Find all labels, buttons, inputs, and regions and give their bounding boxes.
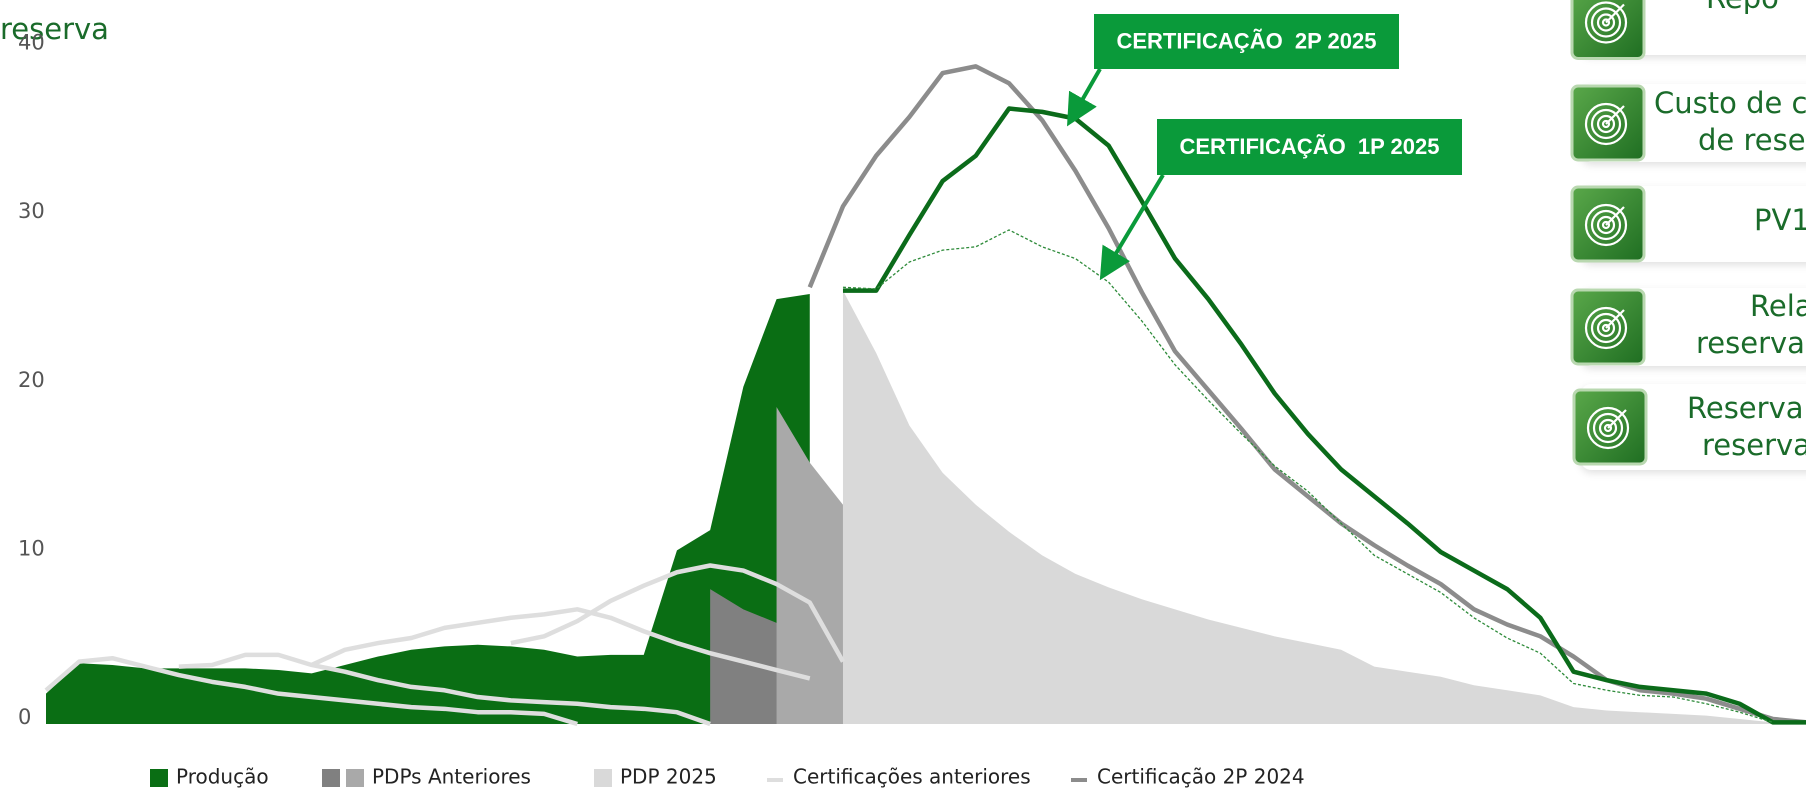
plot: 0 10 20 30 40 CERTIFICAÇÃO 2P 2025 CERTIFICAÇÃ… xyxy=(18,14,1806,789)
icon-ring xyxy=(1584,203,1628,247)
line xyxy=(310,607,811,681)
y-tick-label: 30 xyxy=(18,199,45,223)
icon-ring xyxy=(1601,119,1611,129)
cards: ReporeservaCusto de cde resePV1Relareser… xyxy=(0,0,1806,470)
legend-swatch xyxy=(346,769,364,787)
icon-ring xyxy=(1603,423,1613,433)
icon-ring xyxy=(1584,102,1628,146)
card-text: Rela xyxy=(1750,289,1806,323)
icon-ring xyxy=(1596,114,1616,134)
area xyxy=(776,406,843,724)
legend-label: PDP 2025 xyxy=(620,765,717,789)
line xyxy=(842,229,1773,723)
legend-swatch xyxy=(322,769,340,787)
icon-ring xyxy=(1592,412,1624,444)
icon-arrow xyxy=(1605,206,1625,226)
icon-arrow xyxy=(1605,105,1625,125)
area xyxy=(46,294,810,724)
icon-arrow xyxy=(1605,309,1625,329)
icon-ring xyxy=(1596,215,1616,235)
card-text: PV1 xyxy=(1754,203,1806,237)
card-text: reserva xyxy=(1696,326,1805,360)
line xyxy=(842,106,1806,725)
icon-ring xyxy=(1598,418,1618,438)
legend-label: Certificação 2P 2024 xyxy=(1097,765,1305,789)
card-text: reserva xyxy=(1702,428,1806,462)
legend-swatch xyxy=(150,769,168,787)
area xyxy=(842,290,1773,724)
card-text: reserva xyxy=(0,12,109,46)
icon-ring xyxy=(1586,406,1630,450)
icon-ring xyxy=(1601,18,1611,27)
icon-ring xyxy=(1590,209,1622,241)
line xyxy=(510,563,845,663)
card-text: de rese xyxy=(1698,123,1806,157)
icon-ring xyxy=(1590,312,1622,344)
y-tick-label: 20 xyxy=(18,368,45,392)
icon-arrow xyxy=(1607,409,1627,429)
line xyxy=(44,655,578,727)
icon-ring xyxy=(1596,13,1616,32)
icon-ring xyxy=(1590,7,1622,38)
annotation-arrow xyxy=(1067,68,1102,127)
line xyxy=(807,64,1806,725)
annotation: CERTIFICAÇÃO 1P 2025 xyxy=(1179,134,1439,159)
icon-arrow xyxy=(1605,3,1625,24)
icon-ring xyxy=(1601,220,1611,230)
annotation-box xyxy=(1094,14,1399,69)
y-tick-label: 0 xyxy=(18,705,31,729)
annotation: CERTIFICAÇÃO 2P 2025 xyxy=(1116,28,1376,53)
legend-swatch xyxy=(594,769,612,787)
legend-label: Certificações anteriores xyxy=(793,765,1031,789)
annotation-box xyxy=(1157,119,1462,175)
icon-ring xyxy=(1590,108,1622,140)
legend-label: Produção xyxy=(176,765,269,789)
y-tick-label: 40 xyxy=(18,31,45,55)
card-text: Reserva xyxy=(1687,391,1804,425)
icon-ring xyxy=(1601,323,1611,333)
card-text: Repo xyxy=(1706,0,1779,15)
legend-label: PDPs Anteriores xyxy=(372,765,531,789)
card-text: Custo de c xyxy=(1654,86,1806,120)
line xyxy=(178,652,711,727)
icon-ring xyxy=(1596,318,1616,338)
y-tick-label: 10 xyxy=(18,536,45,560)
icon-ring xyxy=(1584,1,1628,44)
annotation-arrow xyxy=(1099,173,1165,281)
icon-ring xyxy=(1584,306,1628,350)
